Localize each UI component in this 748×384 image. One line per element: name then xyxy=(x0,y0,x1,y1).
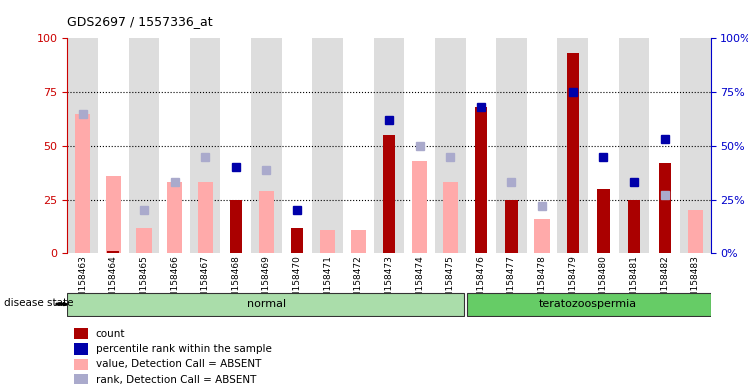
Bar xyxy=(251,38,282,253)
Text: disease state: disease state xyxy=(4,298,73,308)
Text: GDS2697 / 1557336_at: GDS2697 / 1557336_at xyxy=(67,15,213,28)
Bar xyxy=(597,189,610,253)
Bar xyxy=(74,343,88,354)
Bar xyxy=(74,328,88,339)
Bar xyxy=(129,38,159,253)
Bar xyxy=(567,53,579,253)
Bar xyxy=(557,38,588,253)
Bar xyxy=(74,359,88,370)
Bar xyxy=(383,135,395,253)
Text: teratozoospermia: teratozoospermia xyxy=(539,299,637,309)
Bar xyxy=(649,38,680,253)
Text: rank, Detection Call = ABSENT: rank, Detection Call = ABSENT xyxy=(96,375,256,384)
Bar xyxy=(313,38,343,253)
Bar xyxy=(506,200,518,253)
Bar xyxy=(320,230,335,253)
Bar xyxy=(475,107,487,253)
Bar xyxy=(404,38,435,253)
Bar xyxy=(687,210,703,253)
Bar xyxy=(190,38,221,253)
Bar xyxy=(351,230,366,253)
Text: value, Detection Call = ABSENT: value, Detection Call = ABSENT xyxy=(96,359,261,369)
Text: count: count xyxy=(96,329,125,339)
Bar xyxy=(628,200,640,253)
Bar xyxy=(221,38,251,253)
Bar xyxy=(619,38,649,253)
Bar xyxy=(535,219,550,253)
Bar xyxy=(496,38,527,253)
Bar xyxy=(197,182,213,253)
Bar xyxy=(159,38,190,253)
Bar xyxy=(527,38,557,253)
Bar xyxy=(658,163,671,253)
Bar xyxy=(435,38,465,253)
Bar xyxy=(74,374,88,384)
Bar xyxy=(230,200,242,253)
Text: normal: normal xyxy=(247,299,286,309)
Text: percentile rank within the sample: percentile rank within the sample xyxy=(96,344,272,354)
Bar xyxy=(680,38,711,253)
Bar xyxy=(468,293,711,316)
Bar xyxy=(136,228,152,253)
Bar xyxy=(291,228,303,253)
Bar xyxy=(107,251,120,253)
Bar xyxy=(443,182,458,253)
Bar xyxy=(343,38,374,253)
Bar xyxy=(75,114,91,253)
Bar xyxy=(588,38,619,253)
Bar xyxy=(282,38,313,253)
Bar xyxy=(412,161,427,253)
Bar xyxy=(167,182,183,253)
Bar xyxy=(67,293,464,316)
Bar xyxy=(374,38,404,253)
Bar xyxy=(105,176,121,253)
Bar xyxy=(259,191,274,253)
Bar xyxy=(98,38,129,253)
Bar xyxy=(465,38,496,253)
Bar xyxy=(67,38,98,253)
